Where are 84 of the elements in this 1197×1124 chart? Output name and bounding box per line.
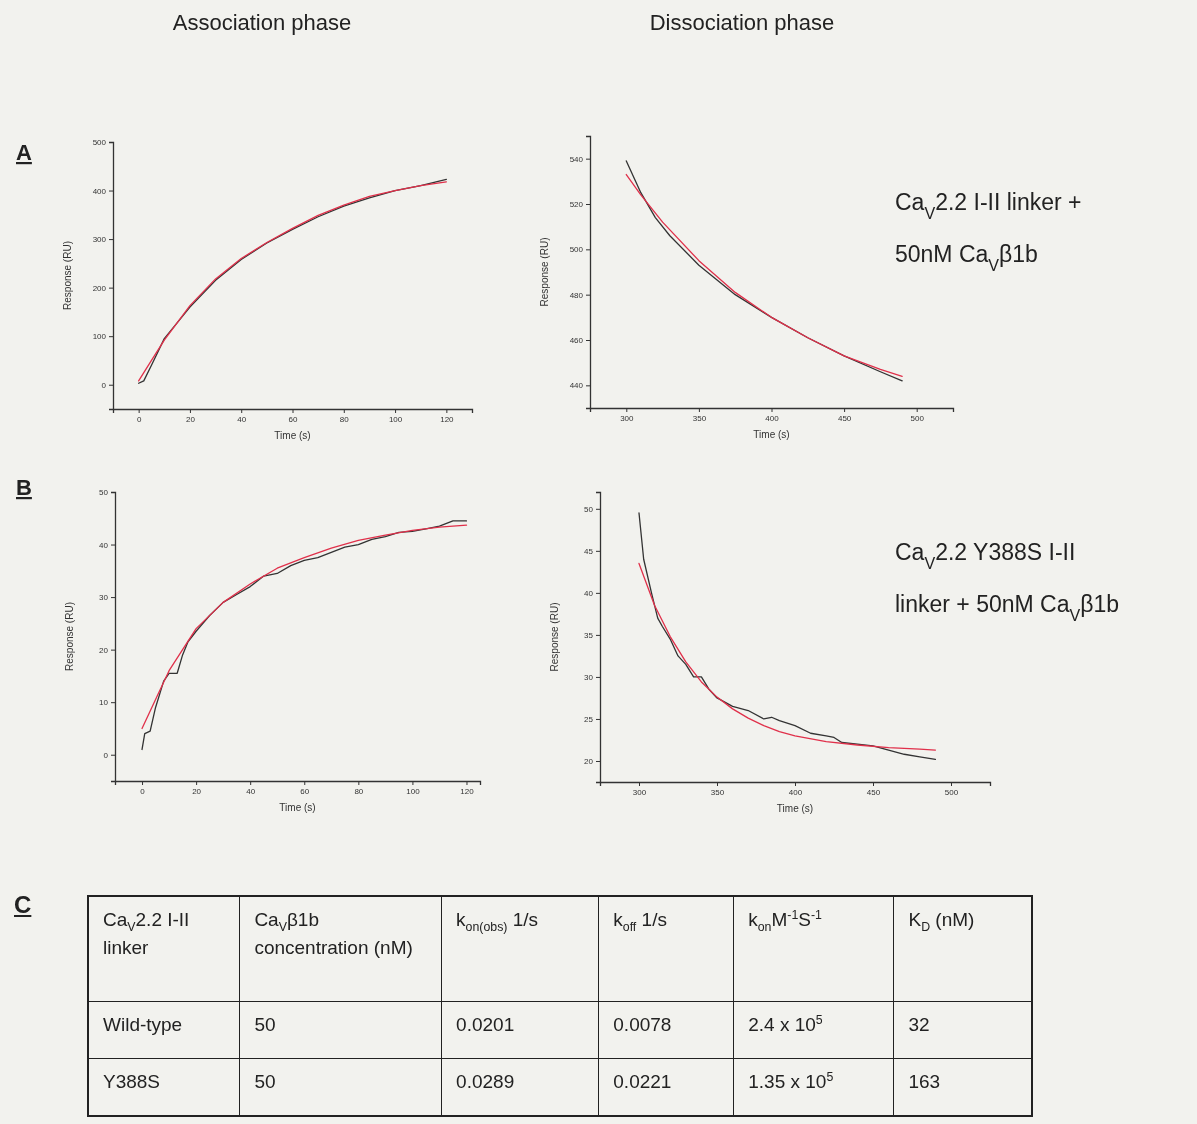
text: 0.0289 (441, 1058, 599, 1116)
x-tick-label: 350 (710, 787, 725, 797)
x-tick-label: 400 (788, 787, 803, 797)
text: C (14, 891, 32, 919)
x-tick-label: 80 (354, 786, 364, 796)
text: 32 (893, 1001, 1032, 1059)
y-tick-label: 30 (99, 593, 109, 603)
x-tick-label: 500 (910, 413, 925, 423)
x-tick-label: 450 (837, 413, 852, 423)
y-axis-title: Response (RU) (539, 237, 550, 307)
text: A (16, 140, 32, 165)
x-tick-label: 60 (288, 414, 298, 424)
x-axis-title: Time (s) (753, 429, 790, 440)
annotation: Ca$_{V}$2.2 Y388S I-II (895, 539, 1076, 572)
x-tick-label: 300 (632, 787, 647, 797)
x-tick-label: 80 (339, 414, 350, 424)
y-tick-label: 500 (569, 245, 584, 255)
y-tick-label: 0 (101, 380, 107, 390)
y-tick-label: 10 (99, 698, 109, 708)
x-axis-title: Time (s) (279, 802, 316, 813)
chart-title: Dissociation phase (649, 10, 835, 35)
x-axis-title: Time (s) (274, 430, 311, 441)
x-tick-label: 20 (192, 786, 202, 796)
y-tick-label: 20 (99, 645, 109, 655)
x-tick-label: 350 (692, 413, 707, 423)
text: Ca$_{V}$β1b concentration (nM) (239, 896, 442, 1002)
y-tick-label: 40 (99, 540, 109, 550)
x-tick-label: 20 (185, 414, 196, 424)
y-tick-label: 20 (584, 757, 594, 767)
x-tick-label: 100 (406, 786, 421, 796)
text: 1.35 x 10$^{5}$ (733, 1058, 894, 1116)
y-tick-label: 40 (584, 588, 594, 598)
x-tick-label: 400 (765, 413, 780, 423)
y-tick-label: 400 (92, 186, 107, 196)
y-tick-label: 30 (584, 672, 594, 682)
text: 50 (239, 1001, 442, 1059)
x-tick-label: 120 (460, 786, 475, 796)
text: Y388S (88, 1058, 240, 1116)
y-tick-label: 540 (569, 154, 584, 164)
x-tick-label: 500 (944, 787, 959, 797)
text: 2.4 x 10$^{5}$ (733, 1001, 894, 1059)
y-tick-label: 50 (584, 504, 594, 514)
y-tick-label: 440 (569, 381, 584, 391)
text: k$_{on}$M$^{-1}$S$^{-1}$ (733, 896, 894, 1002)
annotation: Ca$_{V}$2.2 I-II linker + (895, 189, 1082, 222)
text: k$_{on(obs)}$ 1/s (441, 896, 599, 1002)
y-tick-label: 45 (584, 546, 594, 556)
x-tick-label: 40 (246, 786, 256, 796)
x-tick-label: 0 (140, 786, 146, 796)
y-tick-label: 520 (569, 200, 584, 210)
y-tick-label: 25 (584, 715, 594, 725)
y-tick-label: 50 (99, 488, 109, 498)
x-tick-label: 0 (136, 414, 142, 424)
y-tick-label: 0 (103, 750, 109, 760)
y-tick-label: 35 (584, 630, 594, 640)
text: 0.0078 (598, 1001, 734, 1059)
y-tick-label: 100 (92, 332, 107, 342)
y-axis-title: Response (RU) (62, 241, 73, 310)
y-axis-title: Response (RU) (549, 602, 560, 672)
x-tick-label: 100 (388, 414, 403, 424)
text: 0.0201 (441, 1001, 599, 1059)
y-tick-label: 480 (569, 290, 584, 300)
x-tick-label: 300 (620, 413, 635, 423)
text: 0.0221 (598, 1058, 734, 1116)
annotation: linker + 50nM Ca$_{V}$β1b (895, 591, 1120, 624)
y-tick-label: 500 (92, 138, 107, 148)
text: 50 (239, 1058, 442, 1116)
text: B (16, 475, 32, 500)
y-axis-title: Response (RU) (64, 602, 75, 671)
x-tick-label: 120 (440, 414, 455, 424)
y-tick-label: 300 (92, 235, 107, 245)
annotation: 50nM Ca$_{V}$β1b (895, 241, 1038, 274)
text: K$_{D}$ (nM) (893, 896, 1032, 1002)
text: Wild-type (88, 1001, 240, 1059)
y-tick-label: 460 (569, 336, 584, 346)
text: k$_{off}$ 1/s (598, 896, 734, 1002)
x-tick-label: 40 (237, 414, 247, 424)
chart-title: Association phase (172, 10, 352, 35)
text: 163 (893, 1058, 1032, 1116)
x-axis-title: Time (s) (776, 803, 814, 814)
text: Ca$_{V}$2.2 I-II linker (88, 896, 240, 1002)
x-tick-label: 60 (300, 786, 310, 796)
x-tick-label: 450 (866, 787, 881, 797)
y-tick-label: 200 (92, 283, 107, 293)
